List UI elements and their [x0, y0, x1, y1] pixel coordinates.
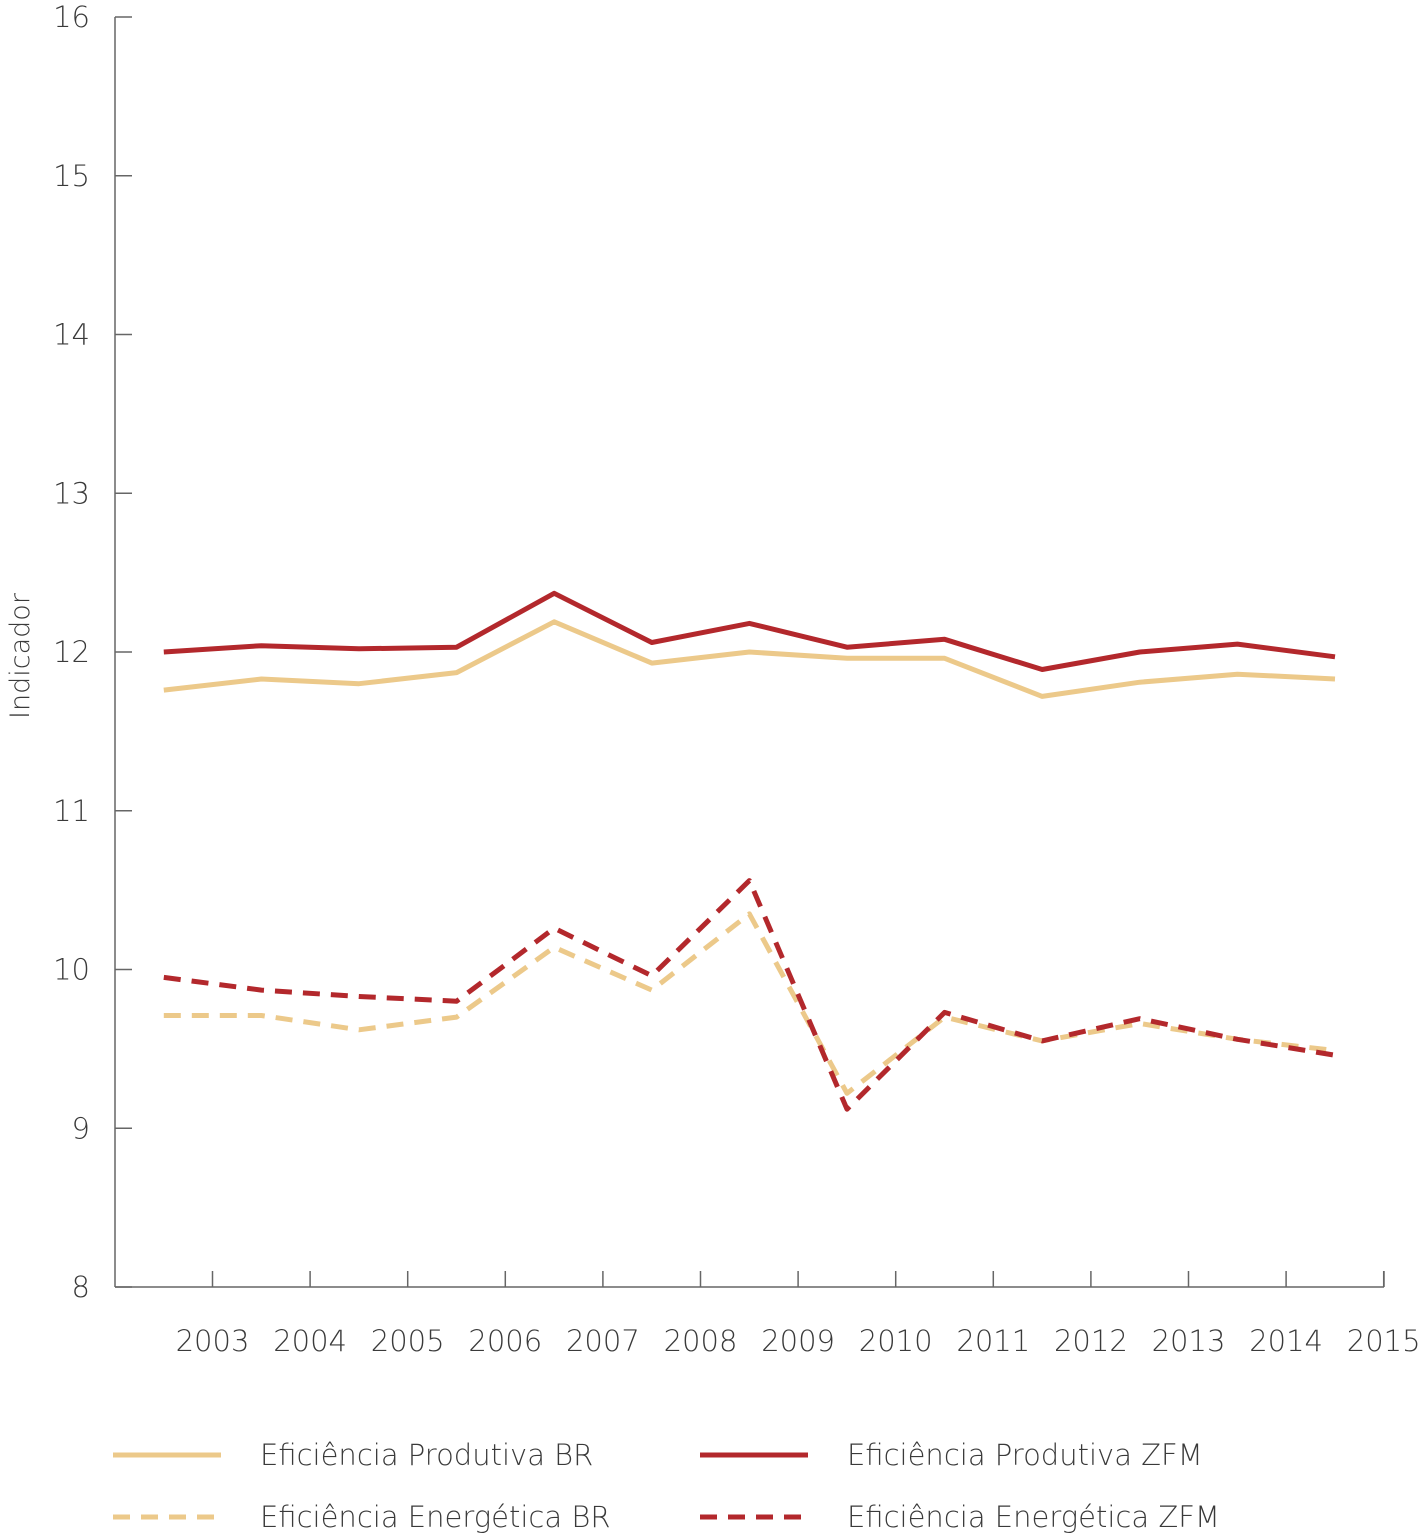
- x-tick-label: 2009: [761, 1324, 835, 1358]
- y-tick-label: 16: [53, 0, 90, 34]
- y-tick-label: 10: [53, 953, 90, 987]
- series-line-2: [163, 590, 1336, 672]
- legend-item-2: Eficiência Produtiva ZFM: [700, 1438, 1203, 1472]
- y-tick-label: 12: [53, 635, 90, 669]
- series-line-1: [163, 619, 1336, 699]
- y-tick-label: 15: [53, 159, 90, 193]
- chart-legend: Eficiência Produtiva BR Eficiência Produt…: [113, 1438, 1220, 1534]
- legend-label: Eficiência Produtiva ZFM: [847, 1438, 1203, 1472]
- legend-item-3: Eficiência Energética BR: [113, 1500, 611, 1534]
- legend-label: Eficiência Energética ZFM: [847, 1500, 1220, 1534]
- y-axis-ticks: 8 9 10 11 12 13 14 15 16: [53, 0, 132, 1304]
- x-tick-label: 2014: [1249, 1324, 1323, 1358]
- series-line-4: [163, 878, 1336, 1112]
- x-tick-label: 2012: [1054, 1324, 1128, 1358]
- x-tick-label: 2005: [371, 1324, 445, 1358]
- y-tick-label: 13: [53, 476, 90, 510]
- chart-series: [163, 590, 1336, 1112]
- x-tick-label: 2004: [273, 1324, 347, 1358]
- x-tick-label: 2007: [566, 1324, 640, 1358]
- legend-item-4: Eficiência Energética ZFM: [700, 1500, 1220, 1534]
- y-tick-label: 14: [53, 318, 90, 352]
- x-tick-label: 2006: [468, 1324, 542, 1358]
- y-tick-label: 8: [72, 1270, 90, 1304]
- legend-label: Eficiência Produtiva BR: [260, 1438, 593, 1472]
- legend-label: Eficiência Energética BR: [260, 1500, 611, 1534]
- x-axis-ticks: 2003 2004 2005 2006 2007 2008 2009 2010 2011 2012…: [176, 1271, 1419, 1358]
- x-tick-label: 2010: [859, 1324, 933, 1358]
- x-tick-label: 2015: [1347, 1324, 1419, 1358]
- y-tick-label: 11: [53, 794, 90, 828]
- x-tick-label: 2011: [956, 1324, 1030, 1358]
- y-axis-title: Indicador: [5, 592, 36, 719]
- series-line-3: [163, 911, 1336, 1096]
- legend-item-1: Eficiência Produtiva BR: [113, 1438, 593, 1472]
- x-tick-label: 2003: [176, 1324, 250, 1358]
- y-tick-label: 9: [72, 1111, 90, 1145]
- x-tick-label: 2013: [1152, 1324, 1226, 1358]
- x-tick-label: 2008: [664, 1324, 738, 1358]
